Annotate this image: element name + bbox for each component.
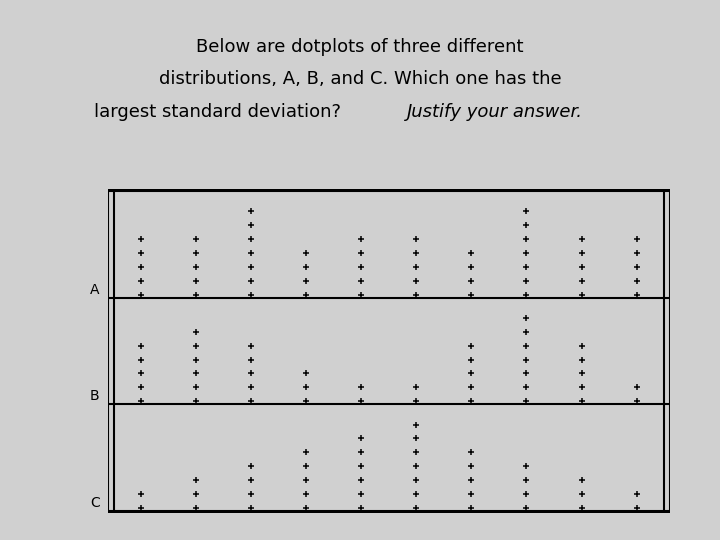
- Text: largest standard deviation?: largest standard deviation?: [94, 103, 346, 120]
- Text: distributions, A, B, and C. Which one has the: distributions, A, B, and C. Which one ha…: [158, 70, 562, 88]
- Text: Below are dotplots of three different: Below are dotplots of three different: [197, 38, 523, 56]
- Text: C: C: [90, 496, 100, 510]
- Text: Justify your answer.: Justify your answer.: [407, 103, 582, 120]
- Text: B: B: [90, 389, 100, 403]
- Text: A: A: [90, 282, 100, 296]
